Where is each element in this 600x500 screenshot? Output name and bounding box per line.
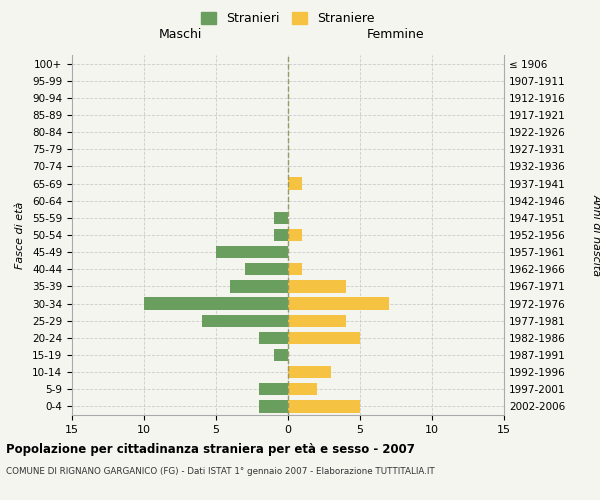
Text: Maschi: Maschi — [158, 28, 202, 42]
Bar — [288, 383, 317, 396]
Bar — [274, 229, 288, 241]
Bar — [259, 400, 288, 412]
Bar — [259, 332, 288, 344]
Bar — [274, 212, 288, 224]
Bar — [216, 246, 288, 258]
Bar — [288, 298, 389, 310]
Bar — [259, 383, 288, 396]
Bar — [288, 178, 302, 190]
Bar — [288, 400, 360, 412]
Bar — [144, 298, 288, 310]
Bar — [274, 349, 288, 361]
Bar — [288, 366, 331, 378]
Text: COMUNE DI RIGNANO GARGANICO (FG) - Dati ISTAT 1° gennaio 2007 - Elaborazione TUT: COMUNE DI RIGNANO GARGANICO (FG) - Dati … — [6, 468, 435, 476]
Bar — [230, 280, 288, 292]
Legend: Stranieri, Straniere: Stranieri, Straniere — [196, 8, 380, 30]
Bar — [245, 263, 288, 276]
Bar — [202, 314, 288, 327]
Bar — [288, 314, 346, 327]
Bar — [288, 280, 346, 292]
Text: Popolazione per cittadinanza straniera per età e sesso - 2007: Popolazione per cittadinanza straniera p… — [6, 442, 415, 456]
Bar — [288, 263, 302, 276]
Text: Anni di nascita: Anni di nascita — [592, 194, 600, 276]
Y-axis label: Fasce di età: Fasce di età — [15, 202, 25, 268]
Bar — [288, 229, 302, 241]
Text: Femmine: Femmine — [367, 28, 425, 42]
Bar — [288, 332, 360, 344]
